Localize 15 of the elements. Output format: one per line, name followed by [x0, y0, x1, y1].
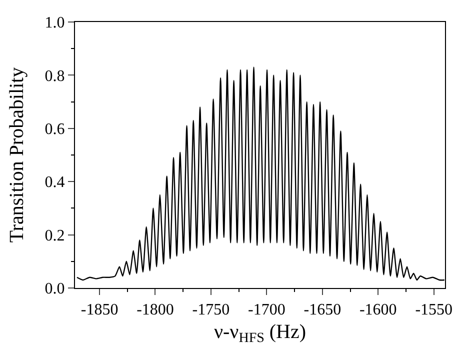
x-axis-title: ν-ν$_{HFS}$ (Hz): [214, 320, 306, 346]
y-tick-label: 0.8: [44, 68, 65, 85]
x-tick-label: -1600: [359, 301, 397, 318]
y-tick-label: 0.0: [44, 280, 65, 298]
x-tick-label: -1850: [80, 301, 118, 318]
x-tick-label: -1700: [248, 301, 286, 318]
x-tick-label: -1800: [136, 301, 174, 318]
x-tick-label: -1750: [192, 301, 230, 318]
x-tick-label: -1650: [304, 301, 342, 318]
x-tick-label: -1550: [415, 301, 453, 318]
y-tick-label: 0.4: [44, 174, 65, 192]
y-tick-label: 0.6: [44, 121, 65, 138]
y-tick-label: 1.0: [44, 14, 65, 32]
y-axis-title: Transition Probability: [6, 67, 28, 243]
y-tick-label: 0.2: [44, 227, 65, 244]
